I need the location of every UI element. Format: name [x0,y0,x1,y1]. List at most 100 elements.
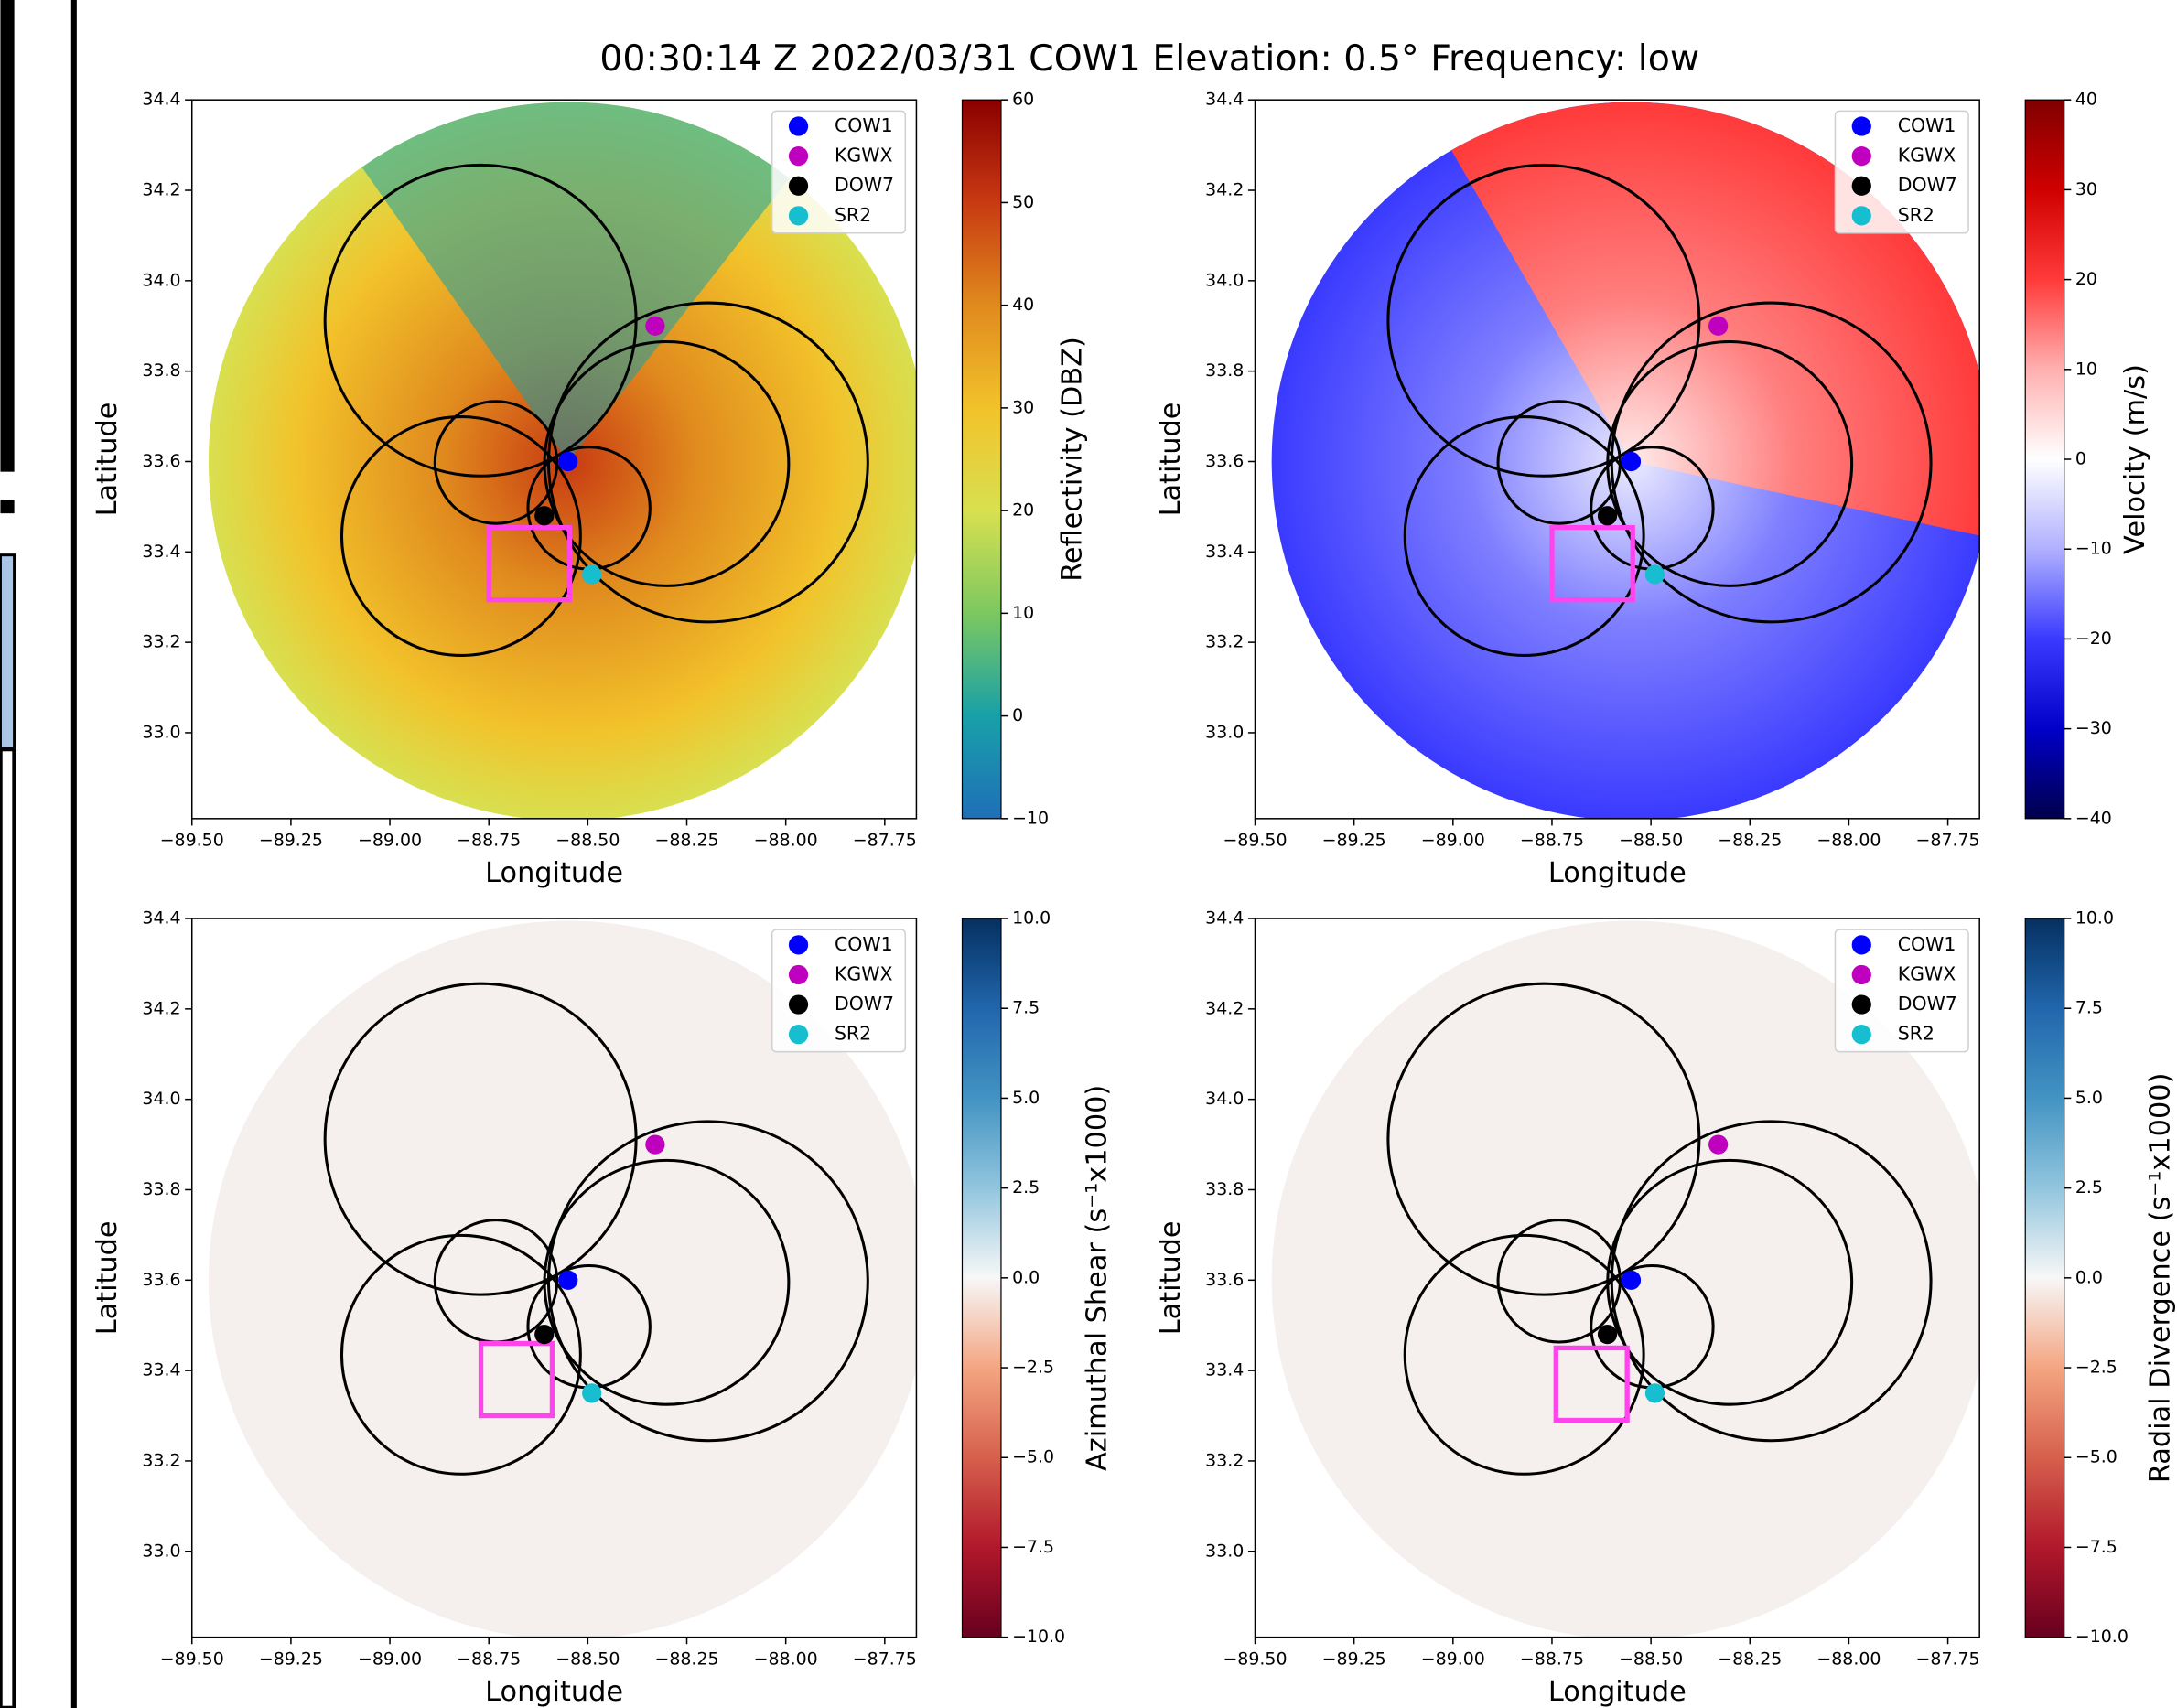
legend-label: COW1 [1898,933,1956,955]
page: 00:30:14 Z 2022/03/31 COW1 Elevation: 0.… [0,0,2177,1708]
colorbar [2025,918,2064,1638]
legend-label: COW1 [1898,114,1956,136]
legend-marker [1852,935,1871,954]
legend-label: SR2 [835,1023,871,1045]
x-tick-label: −89.00 [358,831,422,851]
station-marker [1598,1325,1617,1344]
x-tick-label: −87.75 [1916,831,1980,851]
y-tick-label: 33.6 [142,451,180,471]
legend-label: SR2 [1898,204,1935,226]
colorbar-tick-label: 5.0 [1012,1088,1040,1108]
colorbar [2025,100,2064,819]
x-tick-label: −88.50 [555,1649,620,1669]
legend-label: DOW7 [835,993,894,1015]
colorbar-tick-label: −10.0 [1012,1627,1065,1647]
colorbar-tick-label: −10 [2075,539,2112,559]
colorbar-tick-label: 2.5 [1012,1177,1040,1198]
legend-marker [1852,116,1871,135]
colorbar-tick-label: −5.0 [1012,1447,1054,1467]
colorbar [962,100,1000,819]
station-marker [1622,1271,1641,1290]
x-tick-label: −89.00 [358,1649,422,1669]
colorbar-tick-label: −40 [2075,808,2112,828]
colorbar-tick-label: 40 [2075,90,2097,110]
x-tick-label: −89.25 [259,1649,323,1669]
x-tick-label: −89.25 [259,831,323,851]
colorbar-tick-label: 40 [1012,295,1034,315]
x-tick-label: −87.75 [1916,1649,1980,1669]
legend-marker [789,206,808,225]
figure: 00:30:14 Z 2022/03/31 COW1 Elevation: 0.… [0,0,2177,1708]
side-frame [0,500,14,513]
legend-marker [789,146,808,166]
y-tick-label: 33.6 [1205,451,1244,471]
x-tick-label: −89.50 [1223,831,1287,851]
colorbar-label: Azimuthal Shear (s⁻¹x1000) [1082,1085,1114,1471]
y-tick-label: 33.4 [142,1360,180,1380]
legend-marker [1852,206,1871,225]
y-tick-label: 33.2 [142,632,180,652]
y-tick-label: 33.0 [142,722,180,742]
colorbar-tick-label: 10.0 [1012,908,1051,929]
x-tick-label: −88.25 [654,1649,718,1669]
colorbar-tick-label: 0 [1012,705,1023,725]
legend-label: DOW7 [835,174,894,196]
station-marker [645,1134,664,1154]
y-tick-label: 33.4 [1205,1360,1244,1380]
legend-label: SR2 [835,204,871,226]
x-tick-label: −89.25 [1322,831,1386,851]
x-tick-label: −88.00 [754,1649,818,1669]
x-tick-label: −87.75 [853,1649,917,1669]
colorbar-tick-label: 60 [1012,90,1034,110]
y-tick-label: 34.2 [142,180,180,200]
colorbar-tick-label: −20 [2075,628,2112,649]
colorbar-tick-label: 0.0 [1012,1267,1040,1287]
colorbar-tick-label: 50 [1012,192,1034,212]
station-marker [1622,452,1641,471]
legend-marker [1852,994,1871,1014]
station-marker [534,1325,554,1344]
side-frame [0,749,14,1708]
side-frame [0,555,14,749]
y-tick-label: 33.0 [1205,1541,1244,1561]
colorbar-tick-label: 5.0 [2075,1088,2103,1108]
station-marker [1645,564,1665,584]
station-marker [1708,317,1728,336]
y-tick-label: 33.8 [1205,360,1244,381]
legend-marker [789,994,808,1014]
x-tick-label: −88.25 [1718,1649,1782,1669]
station-marker [645,317,664,336]
legend-marker [789,935,808,954]
legend-label: SR2 [1898,1023,1935,1045]
y-axis-label: Latitude [1155,403,1187,517]
legend-marker [789,116,808,135]
y-tick-label: 34.4 [142,908,180,929]
y-tick-label: 34.4 [142,90,180,110]
legend-label: COW1 [835,933,893,955]
x-tick-label: −88.00 [1816,831,1881,851]
x-tick-label: −88.00 [1816,1649,1881,1669]
colorbar-tick-label: −30 [2075,718,2112,738]
legend-marker [1852,965,1871,984]
y-tick-label: 34.4 [1205,90,1244,110]
x-tick-label: −88.75 [1520,831,1584,851]
station-marker [1708,1134,1728,1154]
colorbar-tick-label: −10 [1012,808,1049,828]
y-tick-label: 34.0 [1205,1089,1244,1109]
legend-label: KGWX [1898,962,1956,984]
colorbar-tick-label: −2.5 [1012,1358,1054,1378]
y-axis-label: Latitude [92,1220,124,1335]
y-tick-label: 33.8 [142,360,180,381]
x-tick-label: −88.00 [754,831,818,851]
y-tick-label: 33.2 [1205,1450,1244,1470]
colorbar-tick-label: 10.0 [2075,908,2114,929]
y-axis-label: Latitude [1155,1220,1187,1335]
x-tick-label: −88.25 [654,831,718,851]
x-tick-label: −89.50 [160,831,224,851]
y-tick-label: 33.2 [142,1450,180,1470]
colorbar-tick-label: −10.0 [2075,1627,2129,1647]
y-tick-label: 33.4 [1205,542,1244,562]
y-tick-label: 33.8 [1205,1179,1244,1199]
legend-marker [1852,1025,1871,1044]
colorbar [962,918,1000,1638]
